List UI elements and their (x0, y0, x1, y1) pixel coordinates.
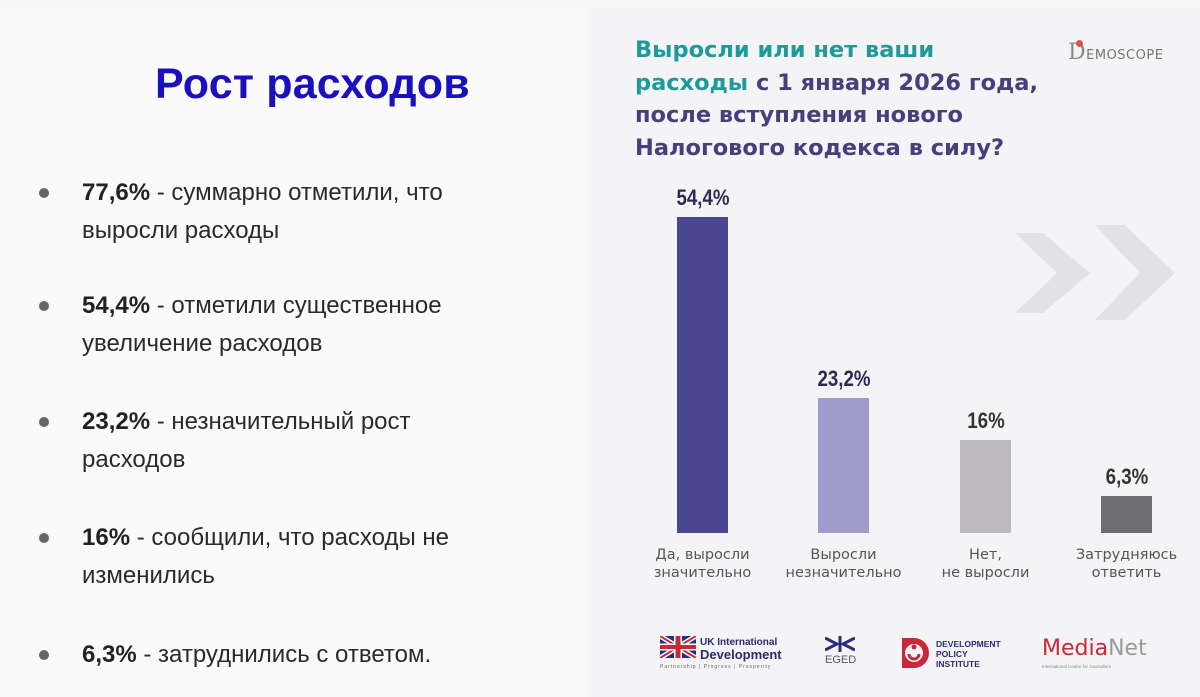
title-line: Налогового кодекса в силу? (635, 134, 1005, 161)
eged-flag-icon (824, 636, 856, 652)
bullet-text: - суммарно отметили, что (150, 179, 443, 206)
bullet-text: расходов (82, 446, 186, 473)
medianet-logo: MediaNet International Centre for Journa… (1042, 636, 1147, 669)
bullet-text: увеличение расходов (82, 330, 323, 357)
bullet-value: 54,4% (82, 292, 151, 319)
bar-net-ne-vyrosli (960, 440, 1011, 533)
logo-text: Media (1042, 636, 1109, 661)
bullet-value: 77,6% (82, 179, 151, 206)
logo-accent-icon (1076, 40, 1083, 47)
logo-tagline: Partnership | Progress | Prosperity (660, 664, 772, 670)
bullet-text: изменились (82, 562, 215, 589)
left-panel (0, 8, 585, 697)
dpi-emblem-icon (902, 638, 929, 668)
title-line: Выросли или нет ваши (635, 37, 935, 63)
logo-text: UK International (700, 637, 778, 648)
category-label: Выросли незначительно (785, 547, 902, 581)
bar-value-label: 16% (966, 408, 1005, 434)
category-label: Затрудняюсь ответить (1075, 547, 1178, 581)
category-label: Нет, не выросли (941, 547, 1030, 581)
bullet-dot-icon (39, 188, 49, 198)
bar-vyrosli-neznachitelno (818, 398, 869, 533)
bar-value-label: 6,3% (1105, 464, 1148, 490)
bar-da-vyrosli-znachitelno (677, 217, 728, 533)
bullet-dot-icon (39, 301, 49, 311)
bullet-text: - затруднились с ответом. (136, 641, 432, 668)
category-label: Да, выросли значительно (653, 547, 752, 581)
bullet-text: - сообщили, что расходы не (130, 524, 449, 551)
bullet-text: выросли расходы (82, 217, 280, 244)
slide-title: Рост расходов (155, 60, 470, 108)
bullet-text: - незначительный рост (150, 408, 411, 435)
logo-text: EGED (825, 654, 857, 666)
bullet-dot-icon (39, 650, 49, 660)
development-policy-institute-logo: DEVELOPMENT POLICY INSTITUTE (900, 636, 1001, 675)
logo-tagline: International Centre for Journalism (1042, 664, 1112, 669)
double-chevron-icon (1015, 225, 1175, 320)
union-jack-icon (658, 633, 698, 661)
bullet-value: 6,3% (82, 641, 137, 668)
bullet-dot-icon (39, 533, 49, 543)
bullet-dot-icon (39, 417, 49, 427)
uk-development-logo: UK International Development Partnership… (658, 633, 782, 670)
bar-value-label: 54,4% (675, 185, 730, 210)
logo-text: DEVELOPMENT POLICY INSTITUTE (936, 639, 1001, 669)
bullet-value: 23,2% (82, 408, 151, 435)
logo-text: Net (1108, 636, 1147, 661)
bullet-value: 16% (82, 524, 131, 551)
chart-title: Выросли или нет ваши расходы с 1 января … (635, 34, 1055, 164)
demoscope-logo: DEMOSCOPE (1068, 40, 1163, 65)
title-line: после вступления нового (635, 102, 963, 128)
logo-text: Development (700, 647, 782, 662)
bar-zatrudnyayus (1101, 496, 1152, 533)
bullet-text: - отметили существенное (150, 292, 442, 319)
eged-logo: EGED (824, 636, 856, 666)
logo-text: EMOSCOPE (1086, 48, 1164, 63)
title-line-highlight: расходы (635, 69, 749, 96)
bar-value-label: 23,2% (816, 366, 871, 392)
title-line: с 1 января 2026 года, (748, 69, 1038, 96)
